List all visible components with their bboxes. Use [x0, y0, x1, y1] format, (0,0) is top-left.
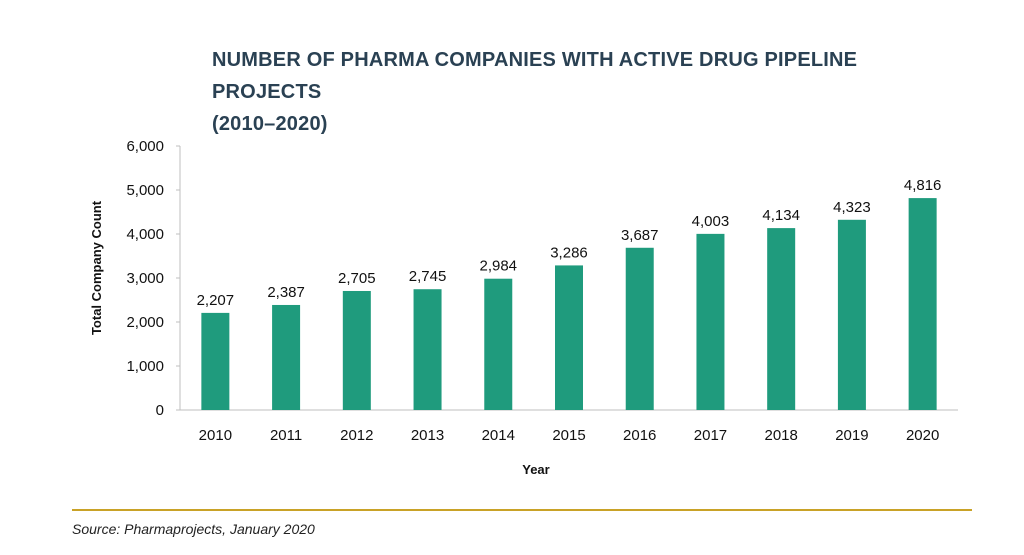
- y-tick-label: 3,000: [126, 270, 164, 287]
- data-label: 4,323: [833, 199, 871, 216]
- x-axis-title: Year: [522, 462, 549, 477]
- y-tick-label: 1,000: [126, 358, 164, 375]
- y-axis: 0 1,000 2,000 3,000 4,000 5,000 6,000: [126, 138, 181, 419]
- source-note: Source: Pharmaprojects, January 2020: [72, 521, 315, 537]
- x-tick-label: 2019: [835, 427, 868, 444]
- data-label: 2,705: [338, 270, 376, 287]
- data-labels: 2,207 2,387 2,705 2,745 2,984 3,286 3,687 4,003…: [197, 177, 942, 309]
- chart-title: NUMBER OF PHARMA COMPANIES WITH ACTIVE D…: [212, 44, 972, 140]
- bar: [555, 265, 583, 410]
- x-tick-label: 2018: [764, 427, 797, 444]
- bar: [272, 304, 301, 410]
- bar: [767, 228, 796, 410]
- bar: [696, 233, 725, 410]
- footer-divider: [72, 509, 972, 511]
- bars: [201, 198, 937, 410]
- bar: [484, 278, 513, 410]
- x-tick-label: 2012: [340, 427, 373, 444]
- data-label: 2,387: [267, 284, 305, 301]
- x-tick-label: 2010: [199, 427, 232, 444]
- chart-title-line-2: (2010–2020): [212, 113, 328, 135]
- x-tick-label: 2015: [552, 427, 585, 444]
- x-tick-label: 2013: [411, 427, 444, 444]
- x-tick-label: 2014: [482, 427, 515, 444]
- x-axis: 2010 2011 2012 2013 2014 2015 2016 2017 2018 2019…: [180, 409, 958, 444]
- data-label: 3,687: [621, 227, 659, 244]
- data-label: 4,816: [904, 177, 942, 194]
- y-tick-label: 2,000: [126, 314, 164, 331]
- bar: [342, 290, 371, 410]
- bar: [625, 247, 654, 410]
- x-tick-label: 2016: [623, 427, 656, 444]
- data-label: 2,984: [479, 258, 517, 275]
- y-tick-label: 0: [156, 402, 164, 419]
- data-label: 4,003: [692, 213, 730, 230]
- bar-chart: 0 1,000 2,000 3,000 4,000 5,000 6,000 2010 2011…: [89, 138, 958, 477]
- x-tick-label: 2020: [906, 427, 939, 444]
- chart-title-line-1: NUMBER OF PHARMA COMPANIES WITH ACTIVE D…: [212, 49, 858, 103]
- data-label: 4,134: [762, 207, 800, 224]
- data-label: 2,207: [197, 292, 235, 309]
- y-tick-label: 4,000: [126, 226, 164, 243]
- bar: [201, 312, 230, 410]
- y-tick-label: 6,000: [126, 138, 164, 155]
- bar: [908, 198, 937, 410]
- bar: [413, 289, 442, 410]
- y-axis-title: Total Company Count: [89, 200, 104, 335]
- x-tick-label: 2017: [694, 427, 727, 444]
- data-label: 2,745: [409, 268, 447, 285]
- y-tick-label: 5,000: [126, 182, 164, 199]
- x-tick-label: 2011: [270, 427, 302, 444]
- data-label: 3,286: [550, 244, 588, 261]
- bar: [837, 219, 866, 410]
